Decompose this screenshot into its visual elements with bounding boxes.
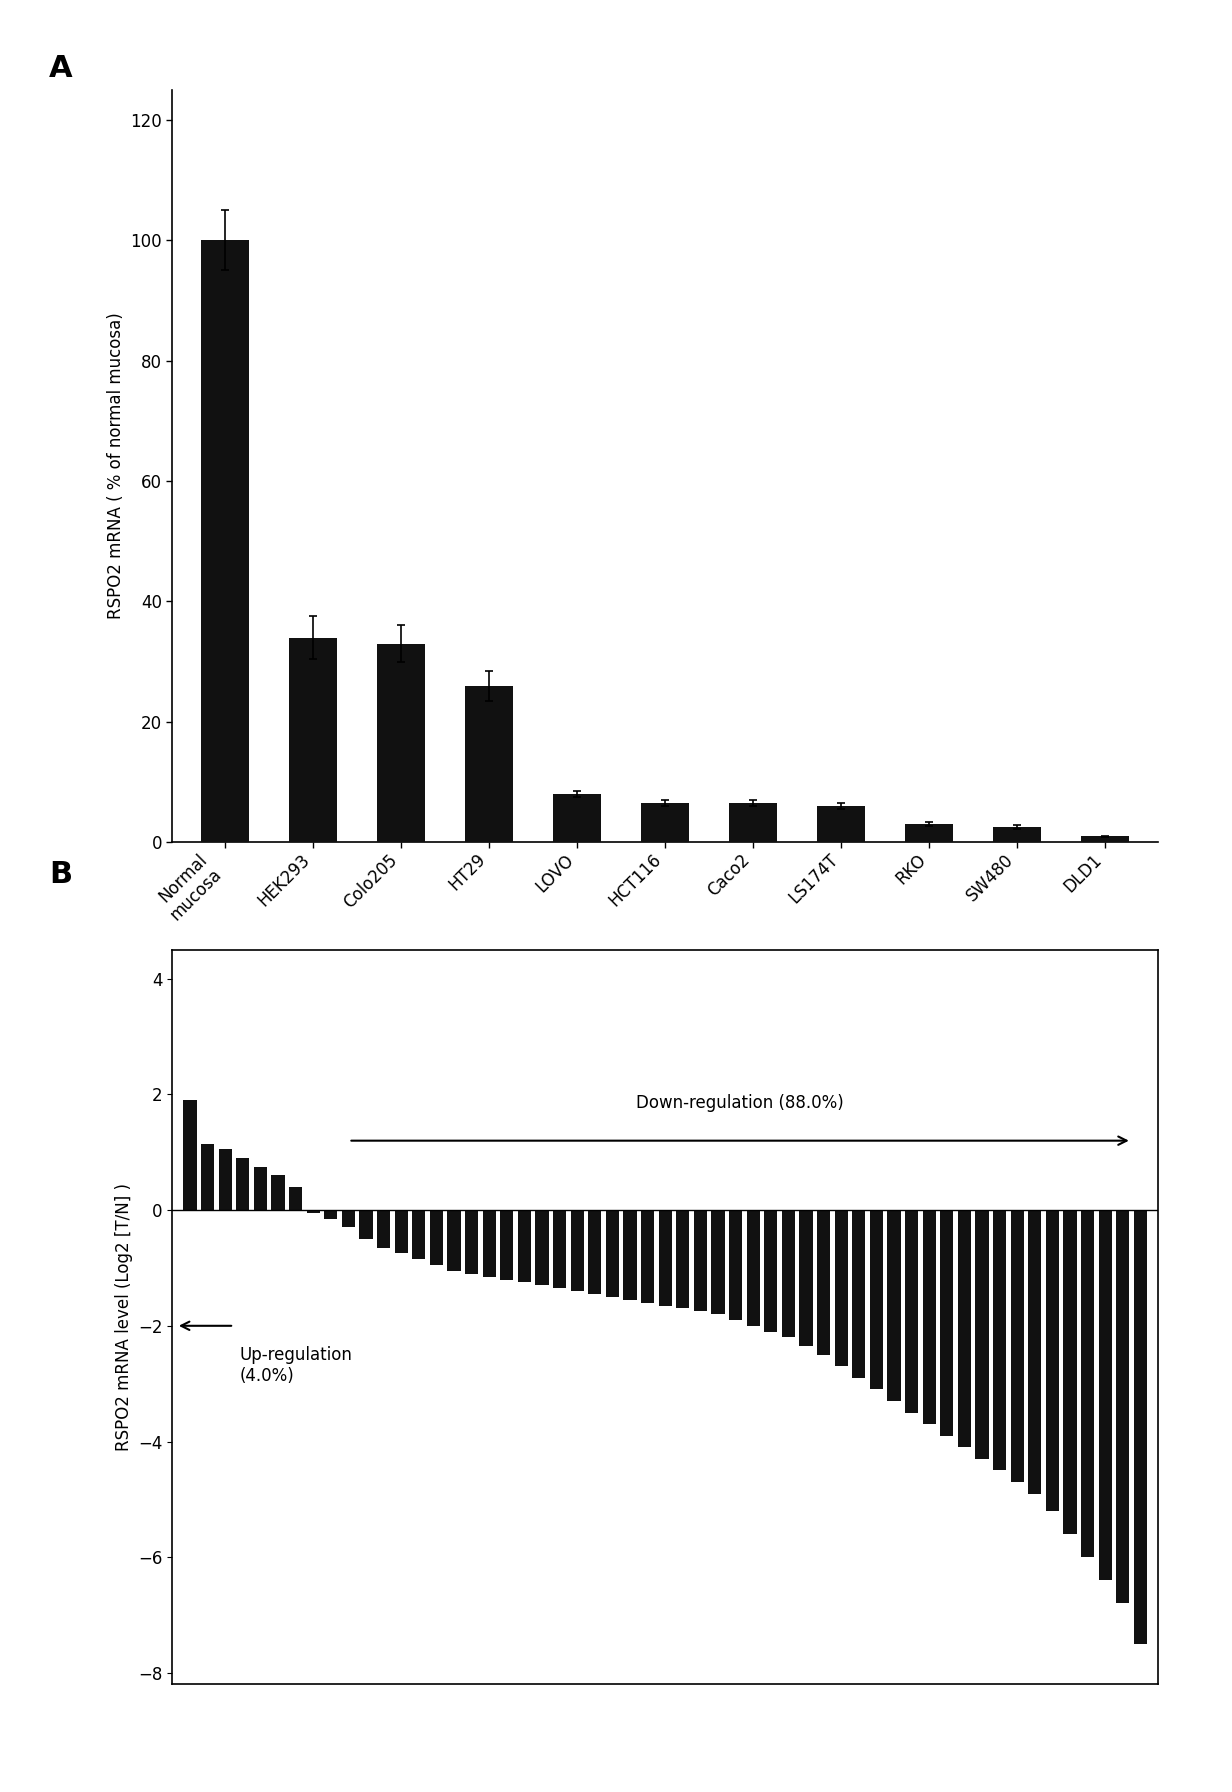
Bar: [1082, 837, 1130, 842]
Bar: [993, 1210, 1007, 1471]
Bar: [290, 638, 338, 842]
Bar: [447, 1210, 461, 1271]
Bar: [201, 1143, 214, 1210]
Bar: [606, 1210, 620, 1297]
Bar: [201, 240, 250, 842]
Bar: [906, 824, 954, 842]
Bar: [853, 1210, 866, 1378]
Y-axis label: RSPO2 mRNA level (Log2 [T/N] ): RSPO2 mRNA level (Log2 [T/N] ): [115, 1183, 133, 1452]
Bar: [817, 806, 866, 842]
Bar: [1029, 1210, 1041, 1493]
Bar: [747, 1210, 760, 1326]
Bar: [659, 1210, 671, 1306]
Bar: [589, 1210, 601, 1294]
Bar: [219, 1149, 232, 1210]
Bar: [800, 1210, 813, 1346]
Bar: [1116, 1210, 1130, 1604]
Bar: [729, 1210, 743, 1321]
Bar: [923, 1210, 936, 1425]
Bar: [307, 1210, 320, 1213]
Bar: [254, 1167, 267, 1210]
Bar: [324, 1210, 338, 1219]
Bar: [1063, 1210, 1077, 1534]
Text: B: B: [49, 860, 73, 889]
Bar: [1046, 1210, 1060, 1511]
Bar: [377, 1210, 391, 1247]
Bar: [413, 1210, 425, 1260]
Bar: [377, 643, 425, 842]
Bar: [466, 1210, 478, 1274]
Bar: [870, 1210, 883, 1389]
Bar: [641, 803, 690, 842]
Bar: [483, 1210, 496, 1276]
Bar: [570, 1210, 584, 1290]
Bar: [553, 794, 601, 842]
Bar: [940, 1210, 954, 1435]
Bar: [958, 1210, 971, 1448]
Bar: [976, 1210, 989, 1459]
Bar: [517, 1210, 531, 1283]
Bar: [237, 1158, 250, 1210]
Bar: [906, 1210, 918, 1412]
Bar: [817, 1210, 830, 1355]
Text: A: A: [49, 54, 73, 82]
Bar: [782, 1210, 795, 1337]
Bar: [835, 1210, 848, 1366]
Bar: [1082, 1210, 1094, 1557]
Bar: [430, 1210, 444, 1265]
Bar: [712, 1210, 724, 1314]
Bar: [500, 1210, 514, 1279]
Bar: [694, 1210, 707, 1312]
Bar: [993, 828, 1041, 842]
Bar: [271, 1176, 285, 1210]
Bar: [641, 1210, 654, 1303]
Bar: [290, 1186, 302, 1210]
Bar: [1099, 1210, 1112, 1581]
Bar: [184, 1100, 197, 1210]
Bar: [764, 1210, 777, 1331]
Bar: [623, 1210, 637, 1299]
Bar: [466, 686, 514, 842]
Bar: [887, 1210, 901, 1401]
Text: Up-regulation
(4.0%): Up-regulation (4.0%): [239, 1346, 352, 1385]
Bar: [553, 1210, 567, 1288]
Y-axis label: RSPO2 mRNA ( % of normal mucosa): RSPO2 mRNA ( % of normal mucosa): [107, 312, 124, 620]
Bar: [1133, 1210, 1147, 1643]
Bar: [394, 1210, 408, 1253]
Bar: [360, 1210, 373, 1238]
Bar: [676, 1210, 690, 1308]
Bar: [1010, 1210, 1024, 1482]
Text: Down-regulation (88.0%): Down-regulation (88.0%): [636, 1093, 844, 1111]
Bar: [536, 1210, 548, 1285]
Bar: [342, 1210, 355, 1228]
Bar: [729, 803, 777, 842]
